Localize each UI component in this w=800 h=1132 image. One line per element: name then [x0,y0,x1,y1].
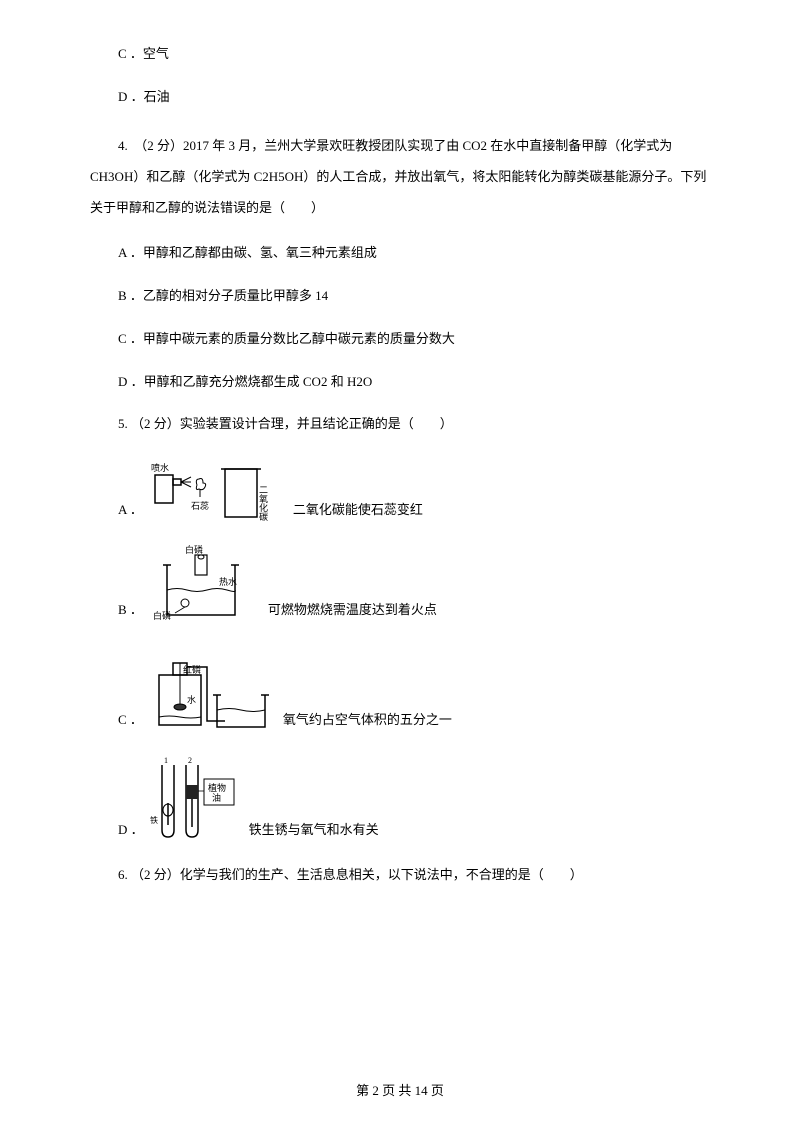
svg-text:白磷: 白磷 [153,610,171,621]
option-a-q4: A ．甲醇和乙醇都由碳、氢、氧三种元素组成 [90,243,710,264]
option-a-q5: A ． 喷水 石蕊 二氧化碳 二氧化碳能使石蕊变红 [90,455,710,525]
option-d-q4: D ．甲醇和乙醇充分燃烧都生成 CO2 和 H2O [90,372,710,393]
question-5-stem-text: 5. （2 分）实验装置设计合理，并且结论正确的是（ ） [118,416,453,431]
diagram-a-icon: 喷水 石蕊 二氧化碳 [147,455,287,525]
option-b-q4-text: B ．乙醇的相对分子质量比甲醇多 14 [118,288,328,303]
svg-text:植物: 植物 [208,782,226,793]
svg-text:二氧化碳: 二氧化碳 [258,485,268,522]
option-c-q5-text: 氧气约占空气体积的五分之一 [283,710,452,735]
option-b-q5-text: 可燃物燃烧需温度达到着火点 [268,600,437,625]
diagram-b-icon: 白磷 白磷 热水 [147,545,262,625]
option-d-q4-text: D ．甲醇和乙醇充分燃烧都生成 CO2 和 H2O [118,374,372,389]
svg-text:油: 油 [212,792,221,803]
question-5-stem: 5. （2 分）实验装置设计合理，并且结论正确的是（ ） [90,414,710,435]
option-d-q3-text: D ．石油 [118,89,170,104]
option-c-q4: C ．甲醇中碳元素的质量分数比乙醇中碳元素的质量分数大 [90,329,710,350]
option-d-q5-label: D ． [118,820,144,845]
svg-text:2: 2 [188,756,192,765]
question-6-stem: 6. （2 分）化学与我们的生产、生活息息相关，以下说法中，不合理的是（ ） [90,865,710,886]
svg-text:喷水: 喷水 [151,462,169,473]
option-a-q4-text: A ．甲醇和乙醇都由碳、氢、氧三种元素组成 [118,245,377,260]
option-c-q5-label: C ． [118,710,143,735]
option-b-q5-label: B ． [118,600,143,625]
svg-text:红磷: 红磷 [183,664,201,675]
svg-text:1: 1 [164,756,168,765]
svg-text:白磷: 白磷 [185,545,203,555]
svg-text:热水: 热水 [219,576,237,587]
option-c-q3-text: C ．空气 [118,46,169,61]
option-b-q4: B ．乙醇的相对分子质量比甲醇多 14 [90,286,710,307]
question-6-stem-text: 6. （2 分）化学与我们的生产、生活息息相关，以下说法中，不合理的是（ ） [118,867,583,882]
question-4-stem-text: 4. （2 分）2017 年 3 月，兰州大学景欢旺教授团队实现了由 CO2 在… [90,138,706,215]
option-c-q5: C ． 红磷 水 氧气约占空气体积的五分之一 [90,645,710,735]
option-a-q5-text: 二氧化碳能使石蕊变红 [293,500,423,525]
option-d-q3: D ．石油 [90,87,710,108]
question-4-stem: 4. （2 分）2017 年 3 月，兰州大学景欢旺教授团队实现了由 CO2 在… [90,130,710,224]
page-footer-text: 第 2 页 共 14 页 [356,1083,444,1098]
page-footer: 第 2 页 共 14 页 [0,1081,800,1102]
option-b-q5: B ． 白磷 白磷 热水 可燃物燃烧需温度达到着火点 [90,545,710,625]
option-d-q5-text: 铁生锈与氧气和水有关 [249,820,379,845]
svg-text:石蕊: 石蕊 [191,500,209,511]
option-d-q5: D ． 1 铁 2 植物 油 铁生锈与氧气和水有关 [90,755,710,845]
diagram-d-icon: 1 铁 2 植物 油 [148,755,243,845]
option-c-q4-text: C ．甲醇中碳元素的质量分数比乙醇中碳元素的质量分数大 [118,331,455,346]
option-c-q3: C ．空气 [90,44,710,65]
svg-text:铁: 铁 [150,815,158,825]
diagram-c-icon: 红磷 水 [147,645,277,735]
svg-text:水: 水 [187,694,196,705]
option-a-q5-label: A ． [118,500,143,525]
